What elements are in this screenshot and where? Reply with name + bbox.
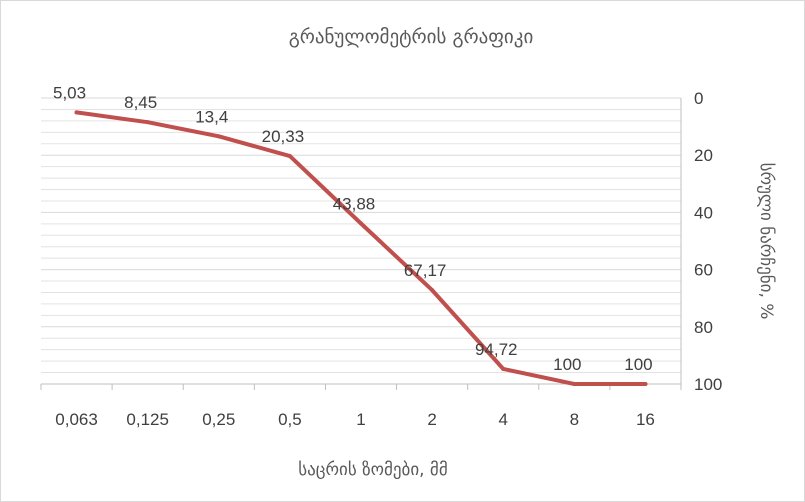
chart-title: გრანულომეტრის გრაფიკი xyxy=(289,26,534,48)
data-point xyxy=(287,154,292,159)
x-tick-label: 0,063 xyxy=(55,410,98,429)
y-tick-label: 80 xyxy=(694,318,713,337)
y-tick-label: 0 xyxy=(694,89,703,108)
series-layer xyxy=(74,110,648,386)
y-tick-label: 20 xyxy=(694,146,713,165)
series-line xyxy=(74,110,648,386)
data-label: 94,72 xyxy=(475,340,518,359)
x-tick-label: 8 xyxy=(570,410,579,429)
data-point xyxy=(643,382,648,386)
data-label: 8,45 xyxy=(124,93,157,112)
data-point xyxy=(216,134,221,139)
data-point xyxy=(572,382,577,386)
x-tick-label: 2 xyxy=(427,410,436,429)
x-axis-title: საცრის ზომები, მმ xyxy=(298,460,447,480)
data-point xyxy=(501,366,506,371)
data-label: 20,33 xyxy=(262,127,305,146)
data-label: 100 xyxy=(553,355,581,374)
x-tick-label: 1 xyxy=(356,410,365,429)
data-label: 5,03 xyxy=(53,83,86,102)
data-label: 13,4 xyxy=(195,107,228,126)
axes: 0,063 0,125 0,25 0,5 1 2 4 8 16 0 20 40 60 80 100 xyxy=(40,89,722,429)
y-tick-label: 100 xyxy=(694,375,722,394)
data-label: 67,17 xyxy=(404,261,447,280)
data-label: 43,88 xyxy=(333,194,376,213)
y-axis-title: სრული ნარჩენი, % xyxy=(756,163,776,320)
x-tick-label: 16 xyxy=(636,410,655,429)
data-labels: 5,03 8,45 13,4 20,33 43,88 67,17 94,72 100 100 xyxy=(53,83,653,374)
grid-lines xyxy=(41,97,681,385)
x-tick-label: 0,5 xyxy=(278,410,302,429)
x-tick-label: 0,125 xyxy=(126,410,169,429)
data-point xyxy=(430,288,435,293)
data-point xyxy=(145,120,150,125)
data-point xyxy=(74,110,79,115)
data-label: 100 xyxy=(624,355,652,374)
y-tick-label: 40 xyxy=(694,203,713,222)
x-tick-label: 0,25 xyxy=(202,410,235,429)
data-point xyxy=(359,221,363,226)
y-tick-label: 60 xyxy=(694,261,713,280)
x-tick-label: 4 xyxy=(498,410,507,429)
